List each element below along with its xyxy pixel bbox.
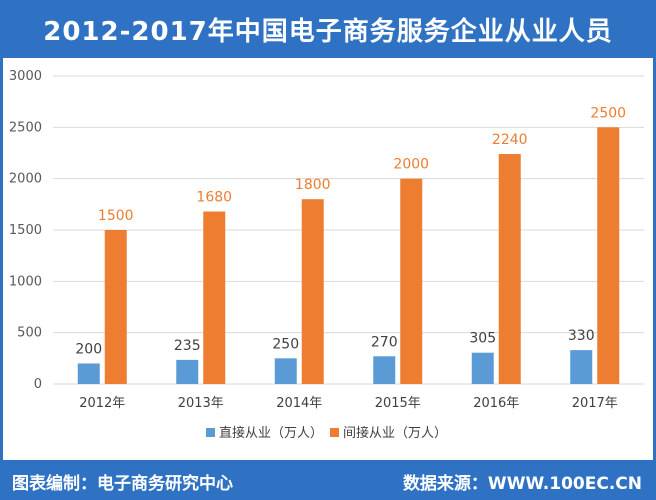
bar-direct <box>471 352 494 384</box>
data-label: 270 <box>371 334 398 350</box>
bar-direct <box>373 356 396 384</box>
y-tick-label: 3000 <box>9 69 42 84</box>
gridlines <box>53 75 644 385</box>
x-category-label: 2012年 <box>79 396 125 411</box>
y-tick-label: 1500 <box>9 223 42 238</box>
data-labels: 200 1500 235 1680 250 1800 270 2000 305 2240 330 25… <box>75 105 626 357</box>
data-label: 250 <box>272 336 299 352</box>
data-label: 2500 <box>590 105 626 121</box>
chart-title: 2012-2017年中国电子商务服务企业从业人员 <box>43 16 613 47</box>
x-category-label: 2014年 <box>276 396 322 411</box>
bar-indirect <box>104 230 127 384</box>
footer-source: 数据来源：WWW.100EC.CN <box>402 474 642 494</box>
legend: 直接从业（万人） 间接从业（万人） <box>206 425 447 441</box>
legend-swatch <box>206 428 215 437</box>
x-category-label: 2017年 <box>572 396 618 411</box>
bar-direct <box>570 350 593 384</box>
x-axis-category-labels: 2012年 2013年 2014年 2015年 2016年 2017年 <box>79 396 618 411</box>
x-category-label: 2013年 <box>178 396 224 411</box>
footer-bar: 图表编制：电子商务研究中心 数据来源：WWW.100EC.CN <box>0 460 656 500</box>
y-tick-label: 2000 <box>9 172 42 187</box>
data-label: 1680 <box>196 190 232 206</box>
data-label: 330 <box>568 328 595 344</box>
data-label: 2240 <box>492 132 528 148</box>
bar-direct <box>77 363 100 384</box>
bar-direct <box>176 359 199 384</box>
y-tick-label: 2500 <box>9 120 42 135</box>
x-category-label: 2015年 <box>375 396 421 411</box>
bars <box>77 127 620 384</box>
data-label: 1800 <box>295 177 331 193</box>
data-label: 2000 <box>393 157 429 173</box>
bar-indirect <box>203 211 226 384</box>
legend-swatch <box>330 428 339 437</box>
y-tick-label: 1000 <box>9 274 42 289</box>
bar-indirect <box>301 199 324 384</box>
data-label: 305 <box>469 331 496 347</box>
bar-indirect <box>498 154 521 384</box>
title-bar: 2012-2017年中国电子商务服务企业从业人员 <box>0 0 656 58</box>
y-axis-tick-labels: 0 500 1000 1500 2000 2500 3000 <box>9 69 42 392</box>
legend-label: 直接从业（万人） <box>219 425 323 441</box>
data-label: 200 <box>75 341 102 357</box>
x-category-label: 2016年 <box>473 396 519 411</box>
y-tick-label: 0 <box>34 377 42 392</box>
data-label: 1500 <box>98 208 134 224</box>
data-label: 235 <box>174 338 201 354</box>
footer-credit: 图表编制：电子商务研究中心 <box>12 474 233 494</box>
bar-direct <box>274 358 297 384</box>
bar-indirect <box>400 178 423 384</box>
bar-indirect <box>597 127 620 384</box>
legend-label: 间接从业（万人） <box>343 425 447 441</box>
y-tick-label: 500 <box>17 326 42 341</box>
